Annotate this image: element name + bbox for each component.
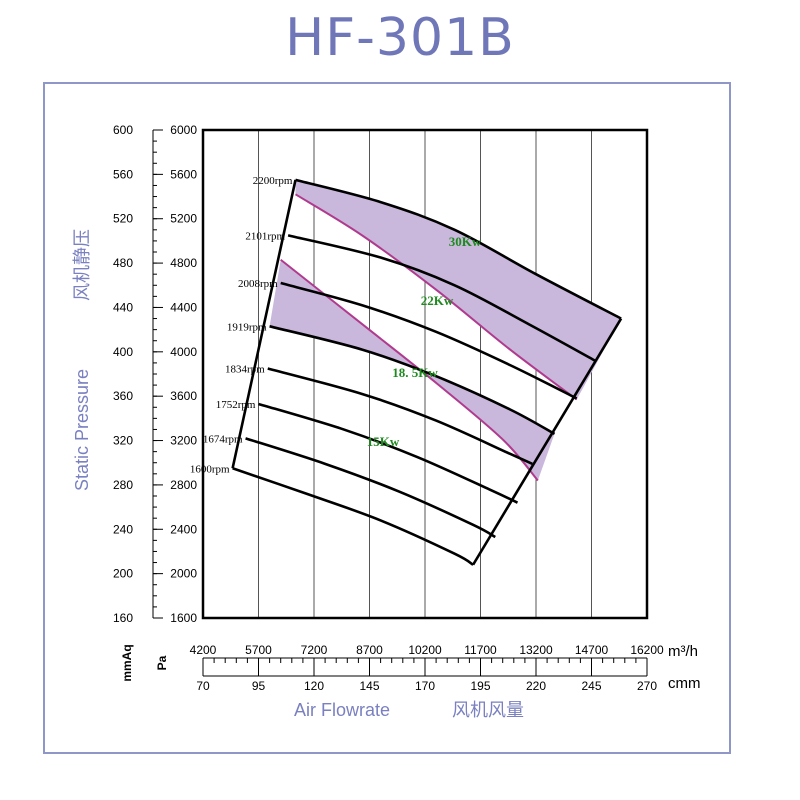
y-tick-label-pa: 4000 <box>170 345 197 359</box>
x-tick-label-m3h: 8700 <box>356 643 383 657</box>
x-tick-label-cmm: 120 <box>304 679 324 693</box>
rpm-label: 2200rpm <box>253 175 293 187</box>
y-tick-label-mmaq: 560 <box>113 167 133 181</box>
y-tick-label-mmaq: 360 <box>113 389 133 403</box>
x-tick-label-m3h: 14700 <box>575 643 609 657</box>
rpm-curve-2008rpm <box>280 281 578 400</box>
y-axis-label: Static Pressure <box>72 369 92 491</box>
rpm-label: 1600rpm <box>190 463 230 475</box>
y-tick-label-pa: 4400 <box>170 300 197 314</box>
x-tick-label-cmm: 170 <box>415 679 435 693</box>
rpm-curve-1834rpm <box>267 367 533 466</box>
y-tick-label-mmaq: 400 <box>113 345 133 359</box>
rpm-label: 1752rpm <box>216 399 256 411</box>
y-tick-label-mmaq: 320 <box>113 434 133 448</box>
y-tick-label-pa: 2400 <box>170 522 197 536</box>
x-tick-label-m3h: 13200 <box>519 643 553 657</box>
rpm-label: 1674rpm <box>203 433 243 445</box>
rpm-curve-2200rpm <box>295 178 622 320</box>
y-tick-label-mmaq: 160 <box>113 611 133 625</box>
x-tick-label-m3h: 5700 <box>245 643 272 657</box>
y-tick-label-mmaq: 200 <box>113 567 133 581</box>
plot-border <box>201 128 649 620</box>
x-axis-label-cn: 风机风量 <box>452 700 524 720</box>
y-tick-label-pa: 4800 <box>170 256 197 270</box>
x-tick-label-m3h: 4200 <box>190 643 217 657</box>
rpm-curve-1919rpm <box>269 325 556 436</box>
y-tick-label-mmaq: 480 <box>113 256 133 270</box>
power-band-edge <box>280 258 539 482</box>
rpm-label: 1834rpm <box>225 363 265 375</box>
grid <box>258 130 592 618</box>
y-tick-label-pa: 3600 <box>170 389 197 403</box>
y-tick-label-pa: 3200 <box>170 434 197 448</box>
power-band-edge <box>294 193 578 401</box>
y-tick-label-mmaq: 440 <box>113 300 133 314</box>
y-tick-label-pa: 1600 <box>170 611 197 625</box>
x-tick-label-m3h: 10200 <box>408 643 442 657</box>
y-tick-label-pa: 2000 <box>170 567 197 581</box>
rpm-curves <box>231 178 623 566</box>
y-tick-label-mmaq: 600 <box>113 123 133 137</box>
chart-panel <box>43 82 731 754</box>
x-tick-label-cmm: 145 <box>359 679 379 693</box>
x-unit-cmm: cmm <box>668 675 701 692</box>
rpm-label: 2101rpm <box>245 230 285 242</box>
y-tick-label-pa: 6000 <box>170 123 197 137</box>
x-tick-label-m3h: 16200 <box>630 643 664 657</box>
x-tick-label-cmm: 195 <box>470 679 490 693</box>
y-unit-pa: Pa <box>155 655 169 670</box>
x-axis-label: Air Flowrate <box>294 700 390 720</box>
x-axis: 4200 70 5700 95 7200 120 8700 145 10200 170 11700 1… <box>190 643 664 693</box>
y-tick-label-mmaq: 240 <box>113 522 133 536</box>
x-tick-label-cmm: 70 <box>196 679 210 693</box>
rpm-label: 2008rpm <box>238 278 278 290</box>
power-band-fill <box>269 259 555 481</box>
power-label: 30Kw <box>449 234 482 249</box>
chart-title: HF-301B <box>285 8 515 68</box>
data-labels: 2200rpm 2101rpm 2008rpm 1919rpm 1834rpm 1752r… <box>190 175 482 475</box>
rpm-curve-1752rpm <box>258 402 519 504</box>
rpm-label: 1919rpm <box>227 321 267 333</box>
max-flow-boundary-line <box>471 317 623 566</box>
y-tick-label-mmaq: 520 <box>113 212 133 226</box>
x-tick-label-cmm: 270 <box>637 679 657 693</box>
surge-boundary-line <box>231 179 297 469</box>
y-axis: 6000 600 5600 560 5200 520 4800 480 4400 440 4000 4… <box>113 123 197 625</box>
x-tick-label-m3h: 7200 <box>301 643 328 657</box>
x-tick-label-m3h: 11700 <box>464 643 497 657</box>
rpm-curve-1674rpm <box>245 437 496 539</box>
plot-frame <box>201 128 649 620</box>
rpm-curve-1600rpm <box>232 467 474 566</box>
power-label: 18. 5Kw <box>392 365 438 380</box>
y-tick-label-pa: 2800 <box>170 478 197 492</box>
power-label: 22Kw <box>421 293 454 308</box>
y-tick-label-pa: 5600 <box>170 167 197 181</box>
y-tick-label-pa: 5200 <box>170 212 197 226</box>
power-band-fill <box>295 179 622 400</box>
y-unit-mmaq: mmAq <box>120 644 134 681</box>
x-tick-label-cmm: 95 <box>252 679 266 693</box>
y-axis-label-cn: 风机静压 <box>72 229 92 301</box>
power-label: 15Kw <box>367 434 400 449</box>
x-tick-label-cmm: 245 <box>581 679 601 693</box>
x-tick-label-cmm: 220 <box>526 679 546 693</box>
x-unit-m3h: m³/h <box>668 643 698 660</box>
rpm-curve-2101rpm <box>287 234 596 362</box>
y-tick-label-mmaq: 280 <box>113 478 133 492</box>
